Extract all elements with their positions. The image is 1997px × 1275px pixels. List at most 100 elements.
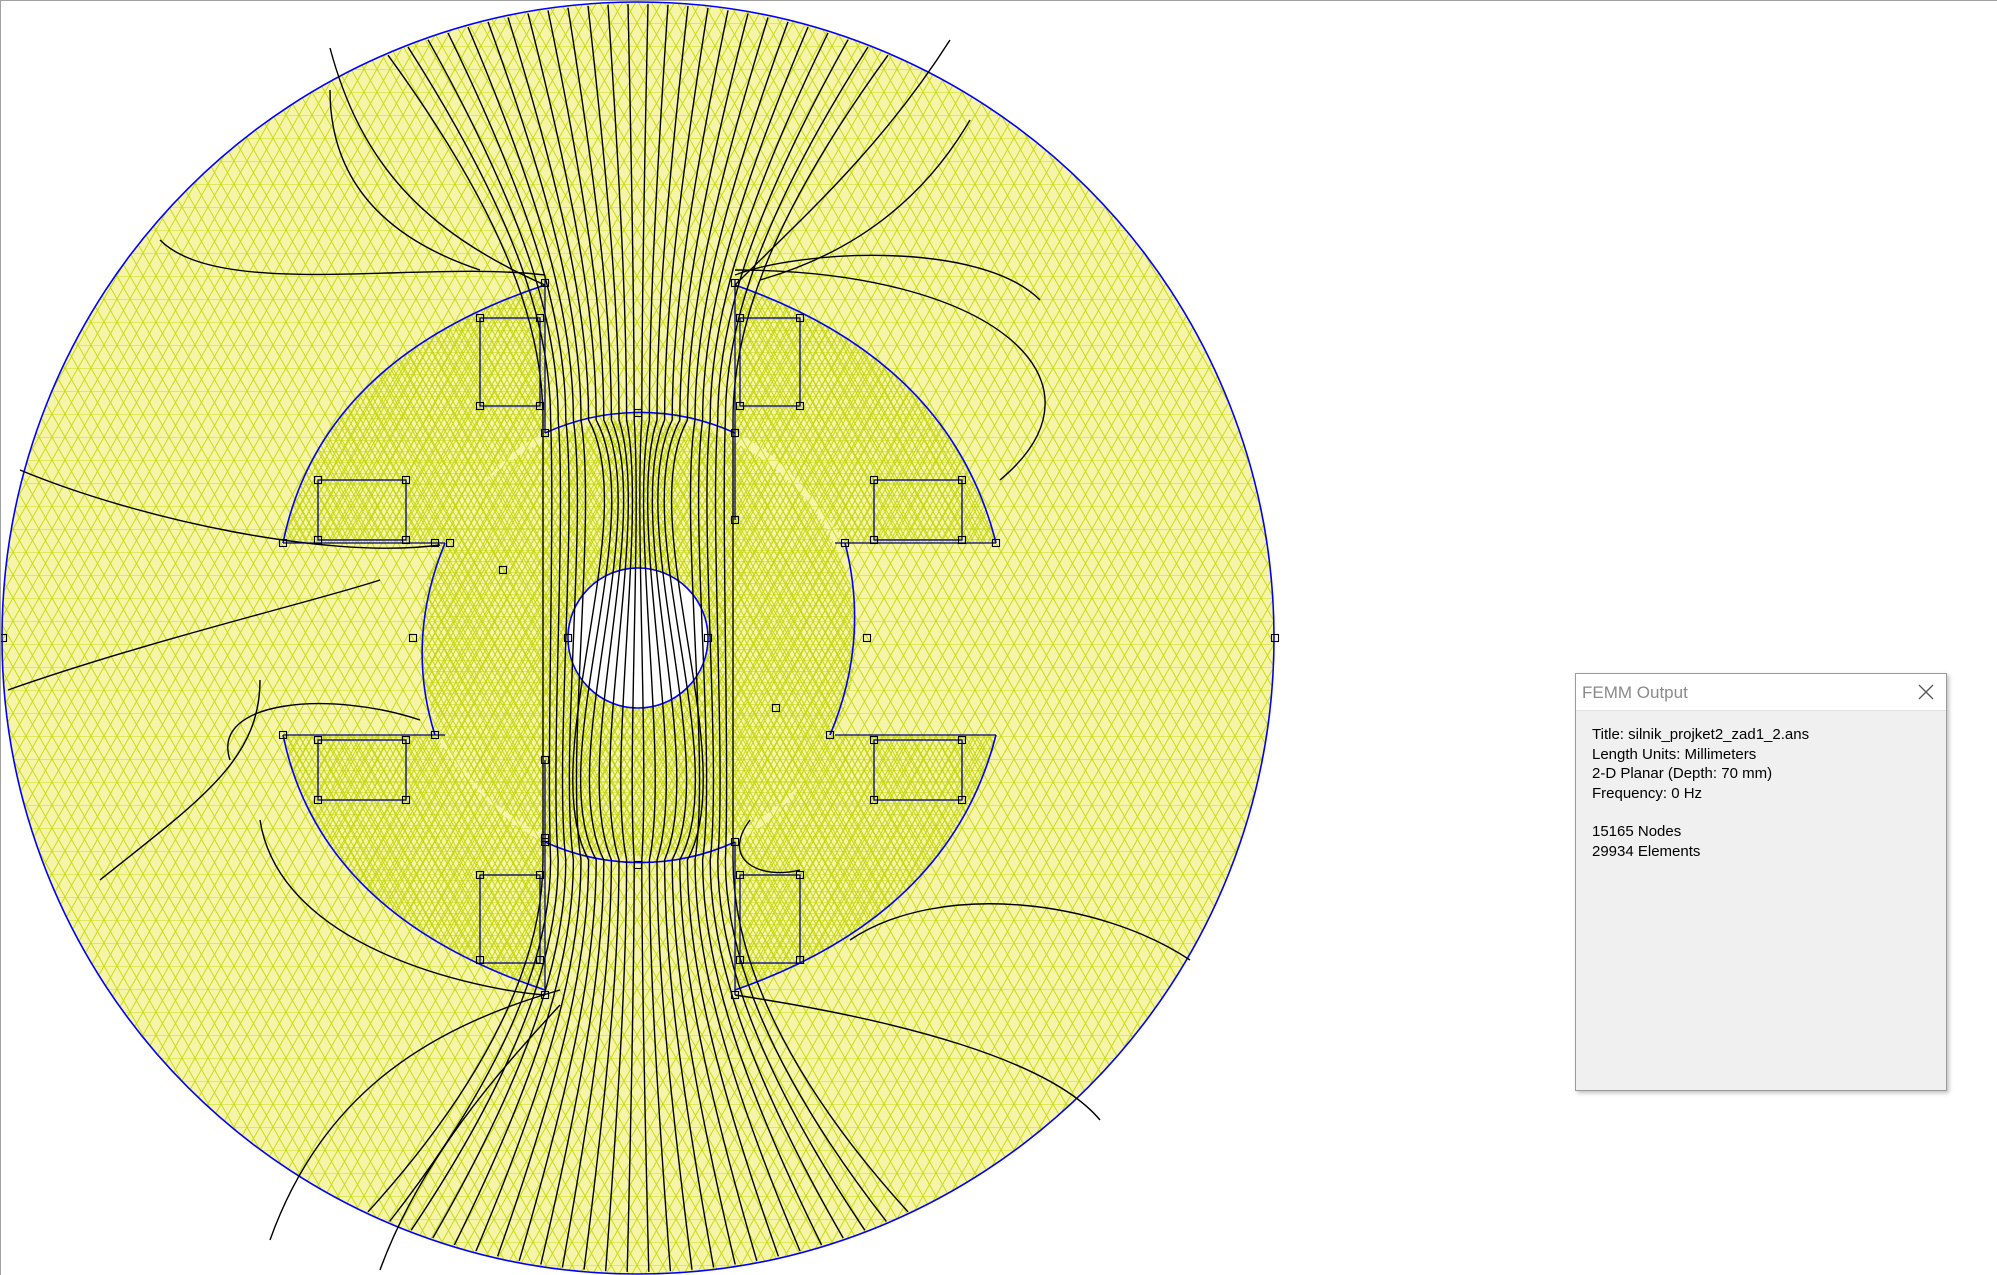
flux-line	[410, 39, 562, 1231]
flux-line	[647, 5, 693, 1270]
nodes-count-line: 15165 Nodes	[1592, 823, 1682, 840]
node-marker	[498, 565, 508, 575]
node-marker	[540, 278, 550, 288]
node-marker	[730, 515, 740, 525]
node-marker	[535, 955, 545, 965]
region-boundaries	[1, 1, 1275, 1275]
flux-loop	[849, 903, 1191, 961]
node-markers	[0, 278, 1280, 1000]
viewport-top-border	[0, 0, 1997, 1]
pole-edge	[283, 280, 546, 544]
flux-line	[663, 13, 758, 1261]
node-marker	[401, 795, 411, 805]
flux-line	[670, 17, 780, 1257]
coil-side	[317, 479, 407, 541]
node-marker	[735, 401, 745, 411]
node-marker	[563, 633, 573, 643]
node-marker	[703, 633, 713, 643]
pole-edge	[283, 734, 546, 995]
shaft-hole	[567, 567, 709, 709]
node-marker	[957, 795, 967, 805]
node-marker	[313, 475, 323, 485]
node-marker	[730, 990, 740, 1000]
flux-line	[540, 10, 619, 1265]
flux-line	[639, 4, 650, 1272]
node-marker	[401, 475, 411, 485]
node-marker	[633, 408, 643, 418]
node-marker	[445, 538, 455, 548]
node-marker	[540, 990, 550, 1000]
flux-loop	[329, 47, 546, 286]
node-marker	[730, 837, 740, 847]
output-body: Title: silnik_projket2_zad1_2.ans Length…	[1576, 711, 1946, 875]
coil-side	[873, 479, 963, 541]
node-marker	[401, 535, 411, 545]
flux-loop	[734, 269, 1046, 481]
flux-loop	[734, 254, 1041, 301]
node-marker	[408, 633, 418, 643]
frequency-line: Frequency: 0 Hz	[1592, 784, 1703, 802]
flux-loop	[734, 39, 951, 286]
node-marker	[730, 278, 740, 288]
flux-loop	[99, 679, 261, 881]
node-marker	[401, 735, 411, 745]
flux-loop	[329, 89, 481, 271]
node-marker	[735, 955, 745, 965]
node-marker	[795, 401, 805, 411]
flux-line	[389, 46, 553, 1222]
coil-side	[873, 739, 963, 801]
node-marker	[278, 538, 288, 548]
node-marker	[795, 955, 805, 965]
node-marker	[278, 730, 288, 740]
node-marker	[313, 795, 323, 805]
node-marker	[535, 870, 545, 880]
pole-edge	[734, 280, 996, 544]
femm-output-window[interactable]: FEMM Output Title: silnik_projket2_zad1_…	[1575, 673, 1947, 1091]
flux-line	[689, 21, 801, 1252]
coil-side	[479, 874, 541, 964]
flux-line	[604, 4, 634, 1272]
flux-line	[561, 7, 625, 1268]
node-marker	[633, 860, 643, 870]
node-marker	[313, 735, 323, 745]
node-marker	[957, 535, 967, 545]
flux-line	[432, 32, 570, 1239]
pole-edge	[734, 734, 996, 995]
node-marker	[540, 428, 550, 438]
elements-count-line: 29934 Elements	[1592, 842, 1701, 860]
output-titlebar[interactable]: FEMM Output	[1576, 674, 1946, 711]
node-marker	[540, 833, 550, 843]
node-marker	[869, 535, 879, 545]
node-marker	[475, 870, 485, 880]
close-x-icon	[1918, 684, 1934, 700]
flux-line	[367, 54, 544, 1213]
node-marker	[840, 538, 850, 548]
flux-lines	[7, 4, 1191, 1272]
node-marker	[475, 955, 485, 965]
flux-line	[697, 26, 823, 1246]
flux-line	[651, 7, 715, 1268]
node-marker	[730, 428, 740, 438]
flux-loop	[259, 819, 546, 996]
node-marker	[795, 870, 805, 880]
flux-loop	[227, 702, 421, 761]
node-marker	[535, 401, 545, 411]
flux-line	[583, 5, 629, 1270]
conductor-blocks	[283, 280, 996, 995]
node-marker	[430, 730, 440, 740]
flux-line	[453, 26, 579, 1246]
close-button[interactable]	[1910, 676, 1942, 708]
flux-loop	[379, 1004, 561, 1271]
flux-loop	[19, 469, 441, 549]
length-units-line: Length Units: Millimeters	[1592, 745, 1757, 763]
node-marker	[869, 795, 879, 805]
flux-line	[475, 21, 587, 1252]
node-marker	[957, 475, 967, 485]
flux-loop	[734, 994, 1101, 1121]
node-marker	[540, 755, 550, 765]
node-marker	[475, 313, 485, 323]
flux-loop	[269, 989, 561, 1241]
planar-depth-line: 2-D Planar (Depth: 70 mm)	[1592, 765, 1773, 782]
